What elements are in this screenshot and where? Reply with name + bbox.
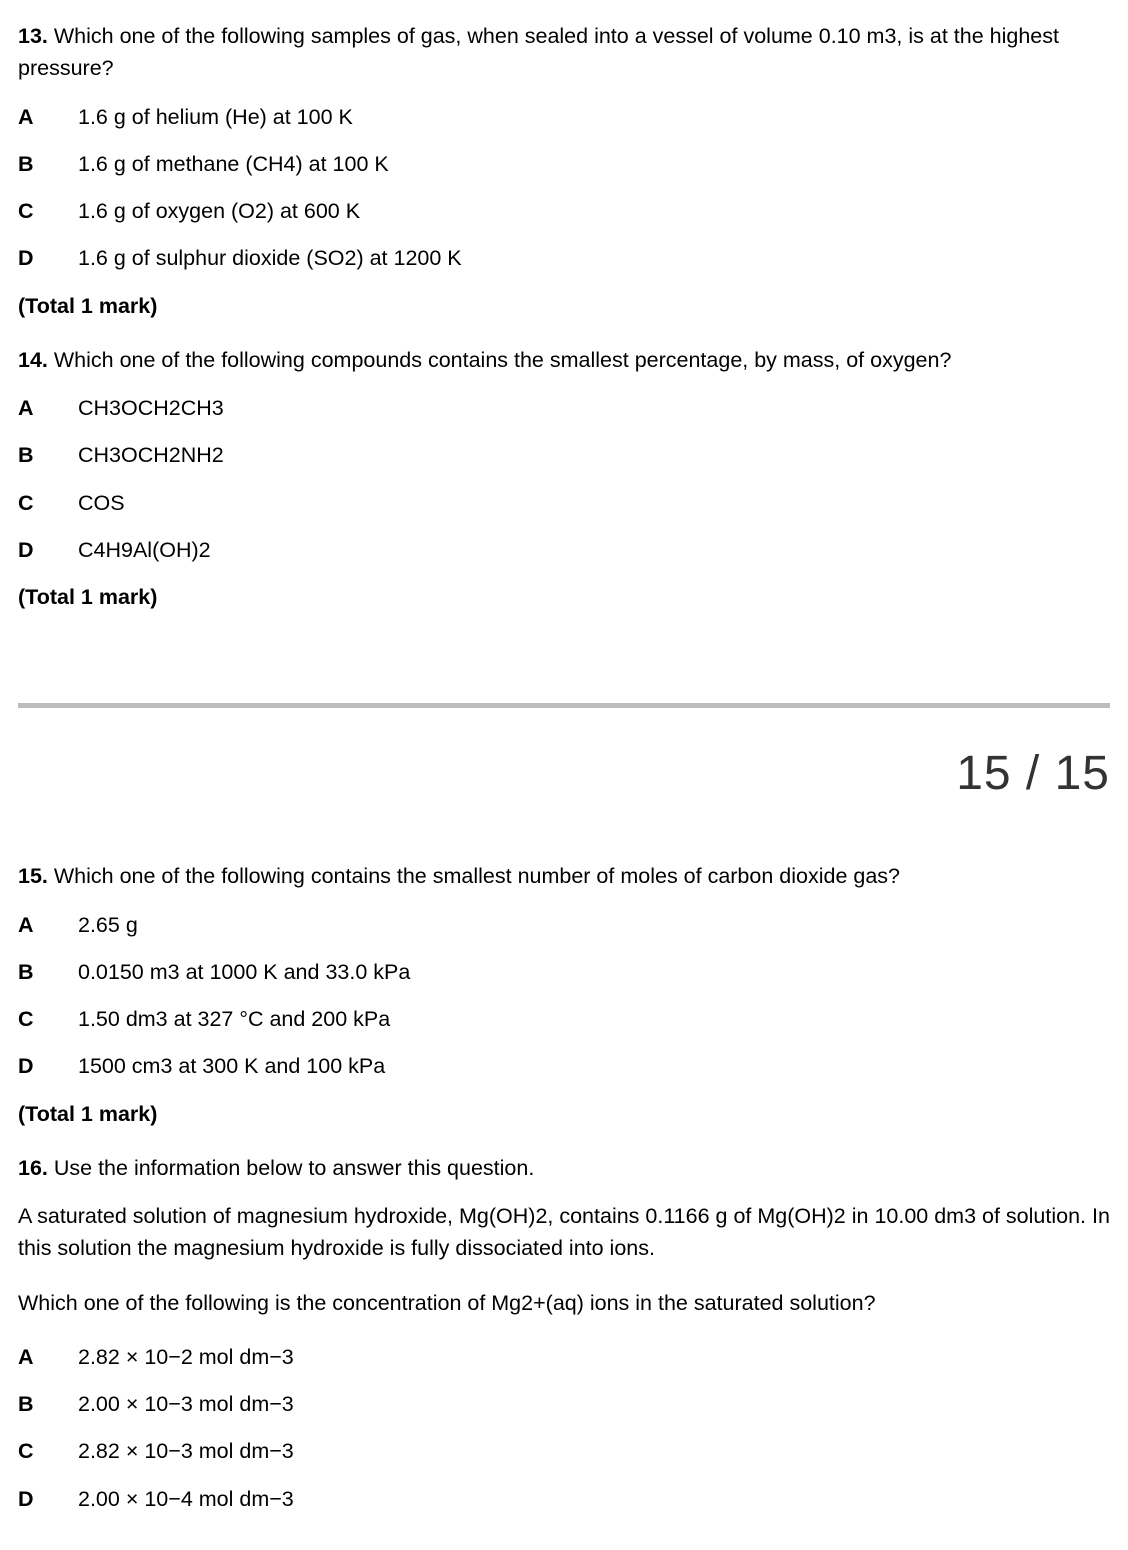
question-15: 15. Which one of the following contains … [18,860,1110,1130]
options-list: A 1.6 g of helium (He) at 100 K B 1.6 g … [18,101,1110,275]
option-d: D 1500 cm3 at 300 K and 100 kPa [18,1050,1110,1082]
option-b: B CH3OCH2NH2 [18,439,1110,471]
option-text: 2.82 × 10−3 mol dm−3 [78,1435,1110,1467]
total-mark: (Total 1 mark) [18,290,1110,322]
question-number: 15. [18,864,48,888]
option-letter: B [18,439,78,471]
options-list: A 2.82 × 10−2 mol dm−3 B 2.00 × 10−3 mol… [18,1341,1110,1515]
option-letter: C [18,1435,78,1467]
option-text: 1.6 g of oxygen (O2) at 600 K [78,195,1110,227]
option-text: COS [78,487,1110,519]
option-c: C 1.6 g of oxygen (O2) at 600 K [18,195,1110,227]
option-c: C 2.82 × 10−3 mol dm−3 [18,1435,1110,1467]
option-a: A 1.6 g of helium (He) at 100 K [18,101,1110,133]
option-text: 1500 cm3 at 300 K and 100 kPa [78,1050,1110,1082]
option-text: C4H9Al(OH)2 [78,534,1110,566]
option-c: C 1.50 dm3 at 327 °C and 200 kPa [18,1003,1110,1035]
option-text: 2.00 × 10−3 mol dm−3 [78,1388,1110,1420]
info-text-1: A saturated solution of magnesium hydrox… [18,1200,1110,1265]
option-letter: A [18,1341,78,1373]
options-list: A 2.65 g B 0.0150 m3 at 1000 K and 33.0 … [18,909,1110,1083]
option-letter: A [18,392,78,424]
option-d: D 2.00 × 10−4 mol dm−3 [18,1483,1110,1515]
question-body: Use the information below to answer this… [54,1156,534,1180]
option-c: C COS [18,487,1110,519]
option-letter: B [18,1388,78,1420]
total-mark: (Total 1 mark) [18,1098,1110,1130]
question-number: 14. [18,348,48,372]
option-a: A CH3OCH2CH3 [18,392,1110,424]
question-body: Which one of the following compounds con… [54,348,952,372]
option-text: 2.00 × 10−4 mol dm−3 [78,1483,1110,1515]
option-d: D C4H9Al(OH)2 [18,534,1110,566]
info-text-2: Which one of the following is the concen… [18,1287,1110,1319]
options-list: A CH3OCH2CH3 B CH3OCH2NH2 C COS D C4H9Al… [18,392,1110,566]
option-b: B 2.00 × 10−3 mol dm−3 [18,1388,1110,1420]
option-text: CH3OCH2CH3 [78,392,1110,424]
option-letter: D [18,534,78,566]
question-14: 14. Which one of the following compounds… [18,344,1110,614]
option-letter: B [18,148,78,180]
question-text: 15. Which one of the following contains … [18,860,1110,892]
option-letter: D [18,242,78,274]
page-divider [18,703,1110,708]
option-a: A 2.82 × 10−2 mol dm−3 [18,1341,1110,1373]
option-text: 0.0150 m3 at 1000 K and 33.0 kPa [78,956,1110,988]
option-letter: A [18,909,78,941]
question-13: 13. Which one of the following samples o… [18,20,1110,322]
option-text: 1.6 g of sulphur dioxide (SO2) at 1200 K [78,242,1110,274]
question-text: 13. Which one of the following samples o… [18,20,1110,85]
question-16: 16. Use the information below to answer … [18,1152,1110,1515]
option-letter: B [18,956,78,988]
total-mark: (Total 1 mark) [18,581,1110,613]
option-text: CH3OCH2NH2 [78,439,1110,471]
question-number: 13. [18,24,48,48]
option-text: 2.82 × 10−2 mol dm−3 [78,1341,1110,1373]
option-letter: C [18,487,78,519]
option-text: 1.6 g of helium (He) at 100 K [78,101,1110,133]
question-text: 14. Which one of the following compounds… [18,344,1110,376]
page-number: 15 / 15 [18,738,1110,810]
option-b: B 1.6 g of methane (CH4) at 100 K [18,148,1110,180]
option-letter: D [18,1483,78,1515]
option-text: 1.50 dm3 at 327 °C and 200 kPa [78,1003,1110,1035]
question-body: Which one of the following contains the … [54,864,900,888]
option-text: 1.6 g of methane (CH4) at 100 K [78,148,1110,180]
option-letter: C [18,1003,78,1035]
option-d: D 1.6 g of sulphur dioxide (SO2) at 1200… [18,242,1110,274]
option-b: B 0.0150 m3 at 1000 K and 33.0 kPa [18,956,1110,988]
option-letter: D [18,1050,78,1082]
option-a: A 2.65 g [18,909,1110,941]
option-letter: C [18,195,78,227]
question-number: 16. [18,1156,48,1180]
question-body: Which one of the following samples of ga… [18,24,1059,80]
option-letter: A [18,101,78,133]
option-text: 2.65 g [78,909,1110,941]
question-text: 16. Use the information below to answer … [18,1152,1110,1184]
